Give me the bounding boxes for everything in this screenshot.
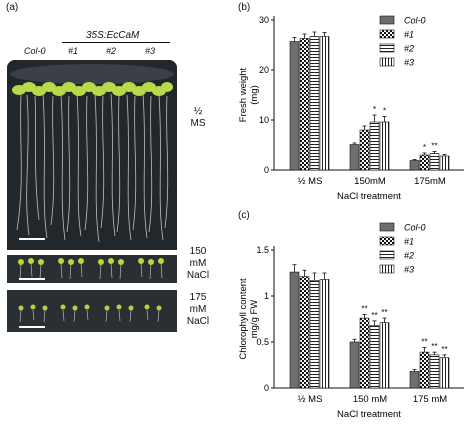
y-tick-label: 0.5	[256, 337, 269, 347]
significance-marker: *	[373, 105, 376, 114]
significance-marker: **	[421, 338, 427, 347]
x-axis-label: NaCl treatment	[337, 409, 401, 420]
seedling-image-half-ms	[7, 60, 177, 250]
genotype-label-2: #2	[106, 46, 117, 56]
y-axis-label: mg/g FW	[249, 300, 260, 339]
x-tick-label: ½ MS	[298, 176, 323, 187]
significance-marker: **	[431, 342, 437, 351]
condition-label-175mm: 175 mM NaCl	[186, 292, 210, 327]
plate-150mm-photo	[7, 255, 177, 283]
y-axis-label: Chlorophyll content	[238, 278, 249, 360]
legend-swatch	[379, 236, 395, 246]
y-tick-label: 1	[264, 291, 269, 301]
significance-marker: **	[431, 142, 437, 151]
plate-half-ms-photo	[7, 60, 177, 250]
bar	[289, 41, 300, 171]
bar	[299, 276, 310, 389]
x-tick-label: 175 mM	[413, 394, 447, 405]
panel-c-label: (c)	[238, 210, 250, 221]
x-tick-label: 150 mM	[353, 394, 387, 405]
genotype-label-1: #1	[68, 46, 79, 56]
bar	[349, 341, 360, 389]
transgene-underline	[62, 42, 170, 43]
x-tick-label: 175mM	[414, 176, 446, 187]
legend-swatch	[379, 43, 395, 53]
bar	[439, 357, 450, 389]
y-tick-label: 20	[259, 65, 269, 75]
y-tick-label: 1.5	[256, 245, 269, 255]
significance-marker: *	[423, 143, 426, 152]
genotype-label-3: #3	[145, 46, 156, 56]
bar	[379, 322, 390, 389]
bar	[409, 371, 420, 389]
legend-swatch	[379, 15, 395, 25]
bar	[299, 38, 310, 171]
plate-175mm-photo	[7, 290, 177, 332]
legend-swatch	[379, 250, 395, 260]
bar	[319, 279, 330, 389]
x-tick-label: 150mM	[354, 176, 386, 187]
genotype-label-col0: Col-0	[24, 46, 46, 56]
bar	[419, 351, 430, 389]
bar	[319, 36, 330, 171]
y-tick-label: 30	[259, 15, 269, 25]
y-tick-label: 0	[264, 165, 269, 175]
bar	[429, 153, 440, 171]
panel-a-label: (a)	[6, 2, 19, 13]
legend-swatch	[379, 57, 395, 67]
bar	[419, 154, 430, 171]
significance-marker: **	[361, 304, 367, 313]
y-axis-label: Fresh weight	[238, 67, 249, 122]
transgene-label: 35S:EcCaM	[86, 30, 140, 41]
condition-label-150mm: 150 mM NaCl	[186, 246, 210, 281]
bar	[359, 129, 370, 171]
x-axis-label: NaCl treatment	[337, 191, 401, 202]
legend-label: #3	[404, 265, 414, 275]
significance-marker: *	[383, 107, 386, 116]
panel-b-label: (b)	[238, 2, 251, 13]
bar	[289, 271, 300, 389]
significance-marker: **	[381, 308, 387, 317]
bar	[309, 280, 320, 389]
legend-label: Col-0	[404, 16, 426, 26]
significance-marker: **	[371, 311, 377, 320]
legend-swatch	[379, 264, 395, 274]
legend-label: #1	[404, 237, 414, 247]
legend-label: #2	[404, 44, 414, 54]
bar	[369, 325, 380, 389]
bar	[439, 155, 450, 171]
legend-label: #3	[404, 58, 414, 68]
bar	[359, 317, 370, 389]
legend-label: Col-0	[404, 223, 426, 233]
legend-label: #2	[404, 251, 414, 261]
significance-marker: **	[441, 345, 447, 354]
legend-swatch	[379, 222, 395, 232]
y-axis-label: (mg)	[249, 85, 260, 105]
bar	[379, 121, 390, 171]
condition-label-half-ms: ½ MS	[190, 106, 206, 129]
y-tick-label: 0	[264, 383, 269, 393]
seedling-image-150mm	[7, 255, 177, 283]
legend-label: #1	[404, 30, 414, 40]
y-tick-label: 10	[259, 115, 269, 125]
bar	[429, 354, 440, 389]
bar	[409, 160, 420, 171]
x-tick-label: ½ MS	[298, 394, 323, 405]
legend-swatch	[379, 29, 395, 39]
bar	[369, 121, 380, 171]
seedling-image-175mm	[7, 290, 177, 332]
bar	[309, 36, 320, 171]
chlorophyll-chart: 0 0.5 1 1.5 Chlorophyll content mg/g FW ½ MS **…	[238, 222, 464, 420]
bar	[349, 144, 360, 171]
